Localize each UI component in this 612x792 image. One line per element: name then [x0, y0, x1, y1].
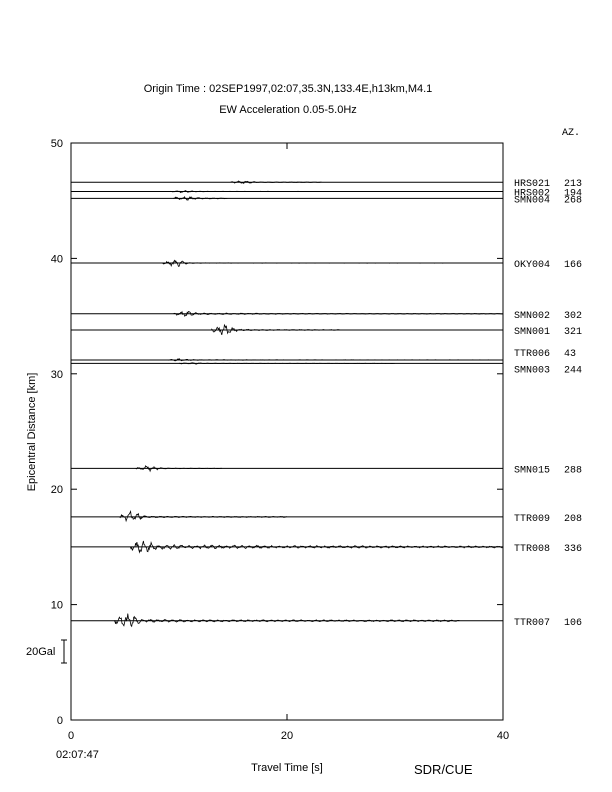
station-name: HRS021 — [514, 179, 550, 190]
trace-oky004 — [162, 259, 449, 267]
trace-smn001 — [211, 323, 342, 336]
x-tick-label: 0 — [68, 730, 74, 742]
y-tick-label: 50 — [51, 138, 63, 150]
credit-label: SDR/CUE — [414, 762, 473, 777]
station-name: SMN015 — [514, 465, 550, 476]
x-axis: 0 20 40 — [68, 143, 509, 742]
y-tick-label: 10 — [51, 600, 63, 612]
station-name: SMN002 — [514, 311, 550, 322]
y-axis: 0 10 20 30 40 50 — [51, 138, 503, 727]
trace-hrs002 — [170, 190, 503, 194]
trace-smn004 — [173, 195, 228, 201]
station-azimuth: 268 — [564, 195, 582, 206]
station-azimuth: 43 — [564, 349, 576, 360]
station-azimuth: 208 — [564, 514, 582, 525]
trace-ttr009 — [119, 509, 287, 523]
trace-ttr008 — [130, 540, 503, 554]
chart-subtitle: EW Acceleration 0.05-5.0Hz — [219, 104, 357, 116]
station-name: HRS002 — [514, 188, 550, 199]
trace-smn015 — [135, 465, 223, 473]
trace-ttr007 — [113, 613, 460, 628]
x-axis-label: Travel Time [s] — [251, 762, 323, 774]
station-azimuth: 244 — [564, 365, 582, 376]
station-name: OKY004 — [514, 260, 550, 271]
trace-smn002 — [173, 310, 503, 317]
trace-smn003 — [179, 362, 395, 365]
station-azimuth: 166 — [564, 260, 582, 271]
station-name: TTR007 — [514, 618, 550, 629]
station-azimuth: 336 — [564, 544, 582, 555]
scale-label: 20Gal — [26, 646, 55, 658]
x-tick-label: 20 — [281, 730, 293, 742]
station-azimuth: 288 — [564, 465, 582, 476]
x-tick-label: 40 — [497, 730, 509, 742]
station-name: TTR006 — [514, 349, 550, 360]
x-origin-time: 02:07:47 — [56, 749, 99, 761]
station-azimuth: 302 — [564, 311, 582, 322]
station-name: TTR009 — [514, 514, 550, 525]
station-name: SMN003 — [514, 365, 550, 376]
station-azimuth: 194 — [564, 188, 582, 199]
trace-hrs021 — [230, 180, 322, 185]
y-tick-label: 40 — [51, 253, 63, 265]
y-axis-label: Epicentral Distance [km] — [26, 373, 38, 492]
amplitude-scale-bar — [61, 639, 67, 664]
station-azimuth: 321 — [564, 327, 582, 338]
station-azimuth: 106 — [564, 618, 582, 629]
station-name: SMN004 — [514, 195, 550, 206]
plot-frame — [70, 142, 504, 721]
station-name: SMN001 — [514, 327, 550, 338]
station-azimuth: 213 — [564, 179, 582, 190]
trace-ttr006 — [168, 358, 503, 362]
station-labels: HRS021 213 HRS002 194 SMN004 268 OKY004 166 SMN0… — [514, 179, 582, 629]
station-name: TTR008 — [514, 544, 550, 555]
traces — [71, 180, 503, 628]
y-tick-label: 30 — [51, 369, 63, 381]
y-tick-label: 20 — [51, 484, 63, 496]
azimuth-header: AZ. — [562, 128, 580, 139]
y-tick-label: 0 — [57, 715, 63, 727]
chart-title: Origin Time : 02SEP1997,02:07,35.3N,133.… — [144, 83, 433, 95]
